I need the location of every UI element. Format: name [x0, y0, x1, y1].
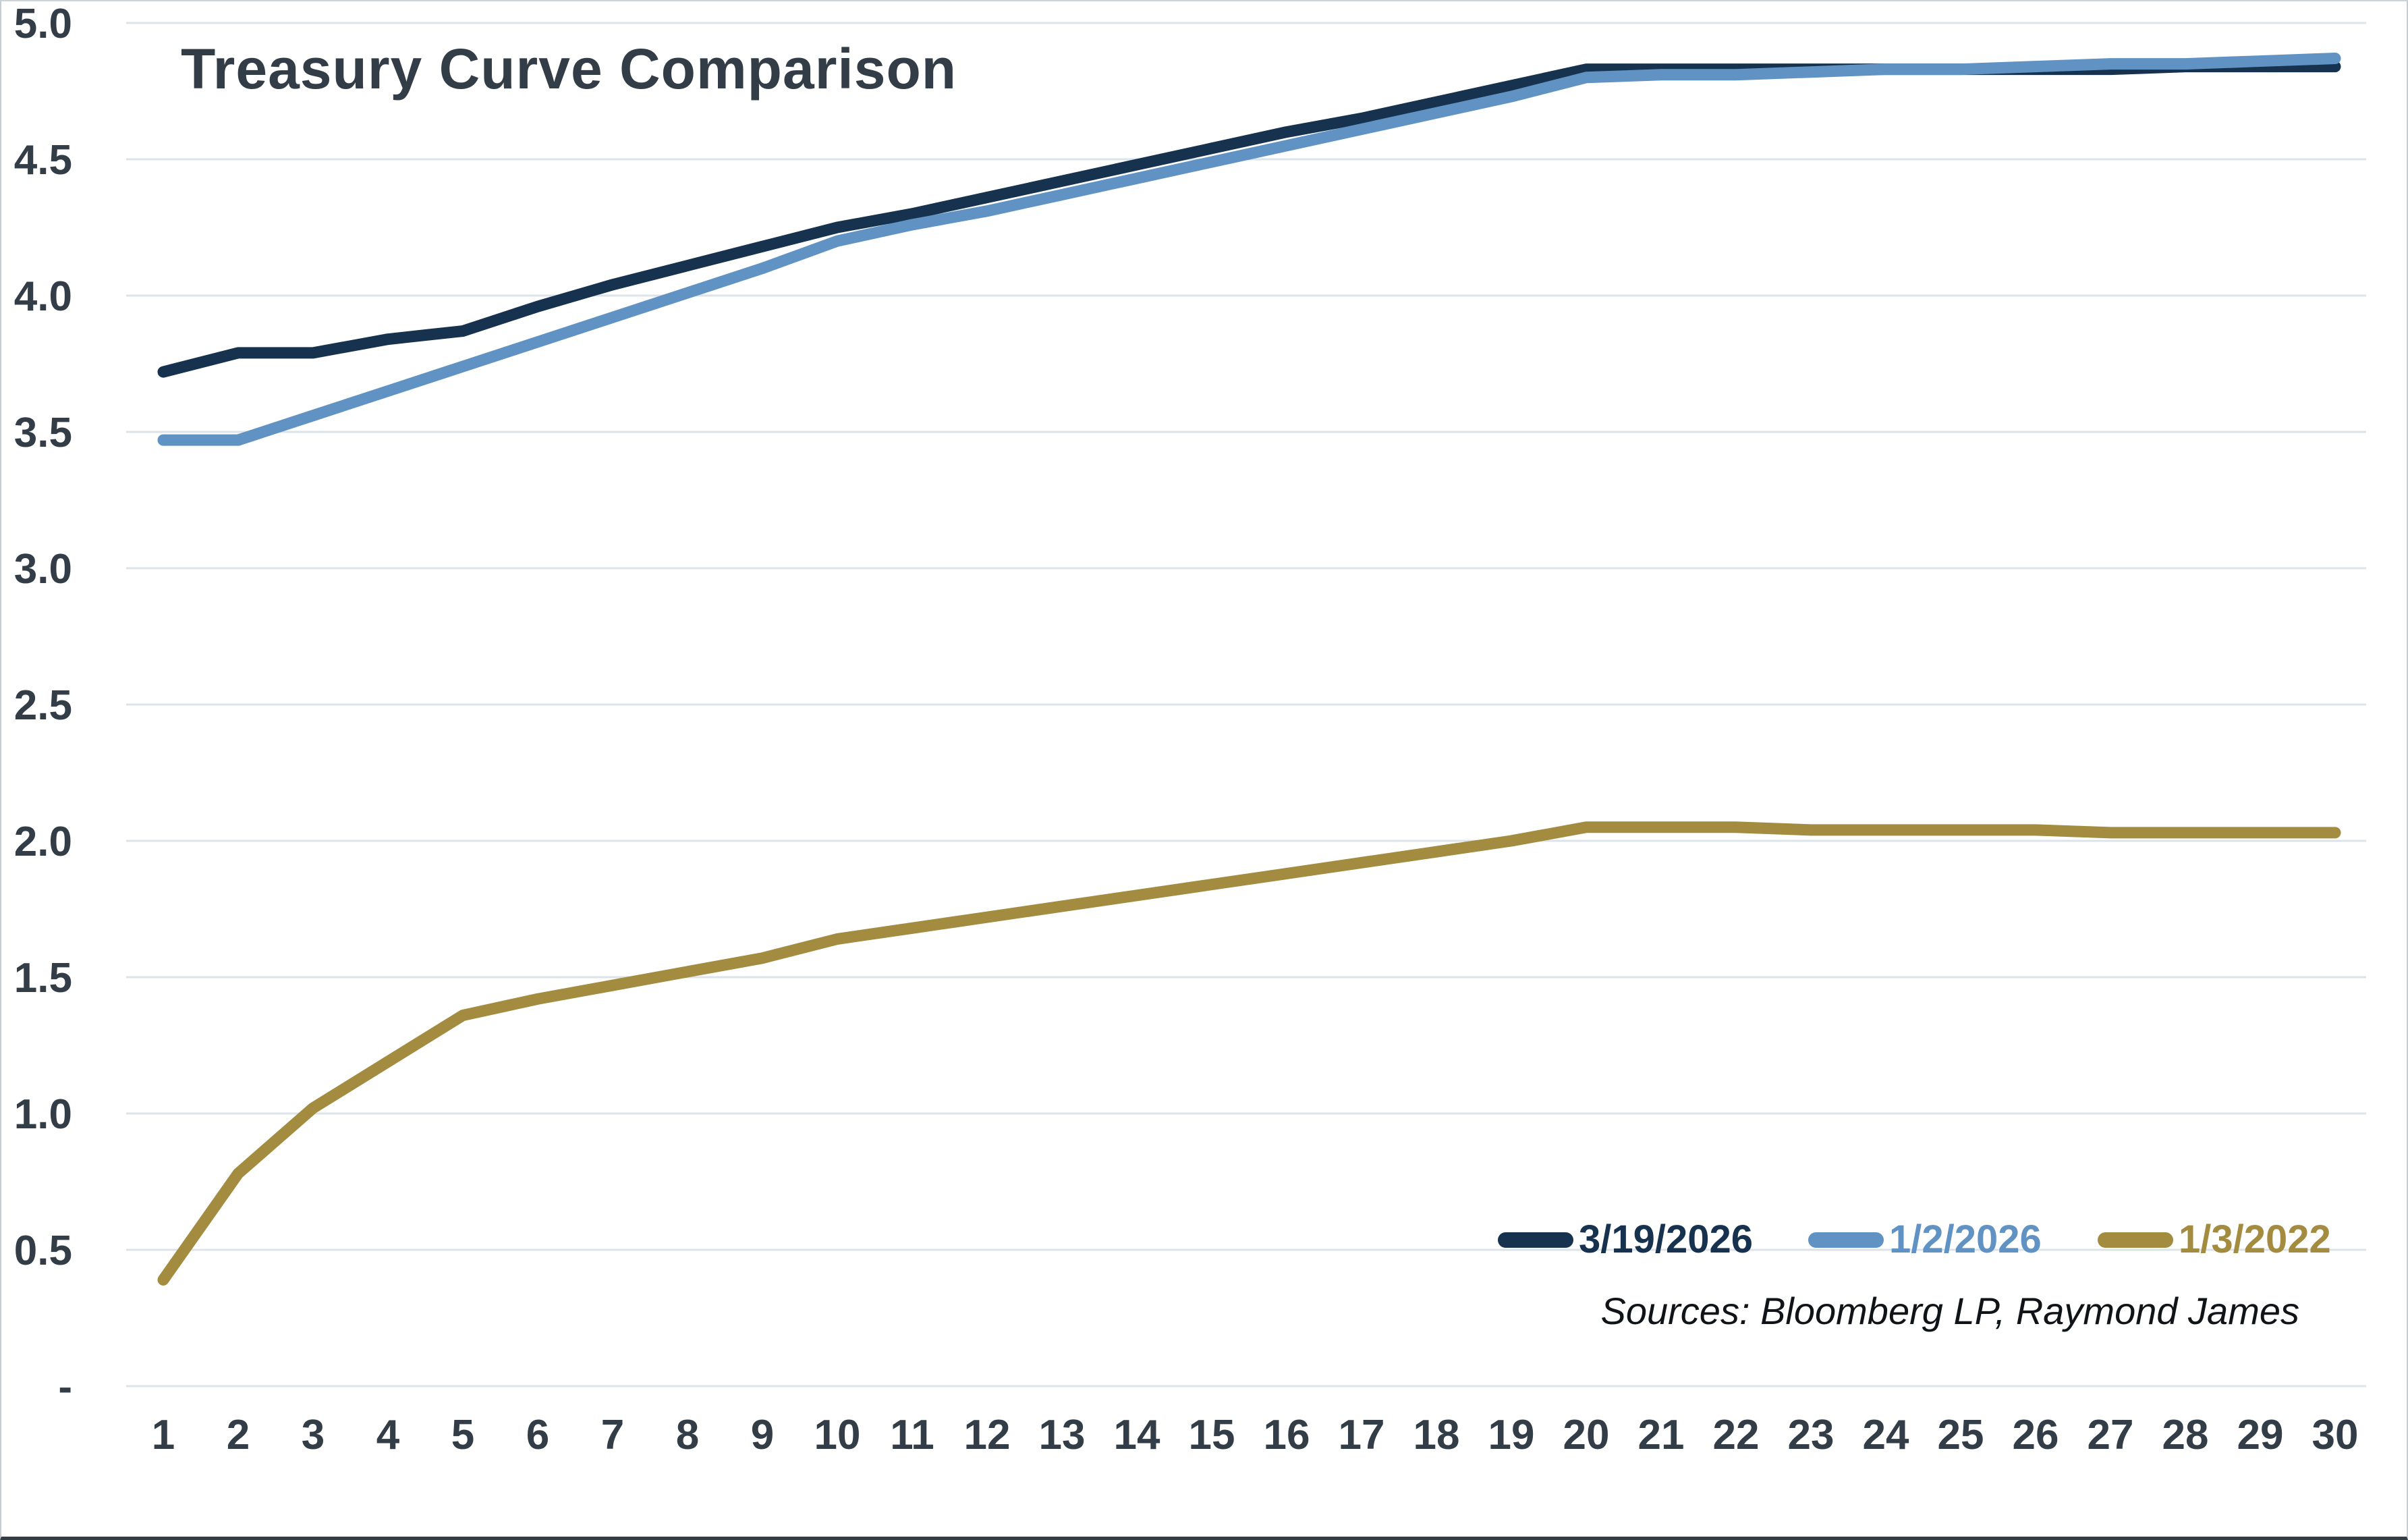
legend-swatch-series-1 — [1808, 1232, 1884, 1248]
x-tick-label: 26 — [2013, 1412, 2059, 1458]
series-line-1/3/2022 — [157, 821, 2341, 1286]
x-tick-label: 16 — [1264, 1412, 1310, 1458]
y-tick-label: 5.0 — [14, 1, 72, 47]
x-tick-label: 28 — [2162, 1412, 2209, 1458]
series-line-3/19/2026 — [157, 61, 2341, 378]
y-tick-label: 1.0 — [14, 1091, 72, 1138]
x-tick-label: 7 — [601, 1412, 624, 1458]
x-tick-label: 2 — [227, 1412, 250, 1458]
y-tick-label: 4.5 — [14, 137, 72, 184]
x-tick-label: 30 — [2312, 1412, 2359, 1458]
x-tick-label: 23 — [1788, 1412, 1835, 1458]
x-tick-label: 6 — [526, 1412, 549, 1458]
chart-title: Treasury Curve Comparison — [181, 37, 957, 101]
x-tick-label: 12 — [964, 1412, 1011, 1458]
x-tick-label: 8 — [676, 1412, 699, 1458]
legend-item-series-0: 3/19/2026 — [1498, 1217, 1754, 1261]
x-tick-label: 14 — [1114, 1412, 1160, 1458]
y-tick-label: 1.5 — [14, 955, 72, 1001]
x-tick-label: 29 — [2237, 1412, 2284, 1458]
x-tick-label: 3 — [302, 1412, 325, 1458]
x-tick-label: 17 — [1339, 1412, 1385, 1458]
y-tick-label: 4.0 — [14, 273, 72, 320]
y-tick-label: 3.5 — [14, 410, 72, 456]
y-tick-label: - — [58, 1364, 72, 1410]
x-tick-label: 4 — [376, 1412, 400, 1458]
x-tick-label: 1 — [152, 1412, 175, 1458]
x-tick-label: 11 — [890, 1412, 934, 1458]
legend-swatch-series-2 — [2098, 1232, 2173, 1248]
x-tick-label: 21 — [1638, 1412, 1685, 1458]
x-tick-label: 19 — [1488, 1412, 1535, 1458]
legend-item-series-1: 1/2/2026 — [1808, 1217, 2042, 1261]
series-line-1/2/2026 — [157, 53, 2341, 446]
x-tick-label: 5 — [451, 1412, 474, 1458]
y-tick-label: 3.0 — [14, 546, 72, 593]
legend-item-series-2: 1/3/2022 — [2098, 1217, 2331, 1261]
source-note: Sources: Bloomberg LP, Raymond James — [1600, 1290, 2299, 1332]
x-tick-label: 9 — [751, 1412, 774, 1458]
x-tick-label: 22 — [1713, 1412, 1760, 1458]
x-tick-label: 10 — [814, 1412, 861, 1458]
legend-label-series-0: 3/19/2026 — [1579, 1217, 1754, 1261]
x-tick-label: 13 — [1039, 1412, 1086, 1458]
legend-label-series-2: 1/3/2022 — [2179, 1217, 2331, 1261]
x-tick-label: 27 — [2088, 1412, 2134, 1458]
y-tick-label: 2.0 — [14, 819, 72, 865]
y-tick-label: 0.5 — [14, 1228, 72, 1274]
legend-swatch-series-0 — [1498, 1232, 1573, 1248]
x-tick-label: 20 — [1563, 1412, 1610, 1458]
x-tick-label: 25 — [1938, 1412, 1984, 1458]
x-tick-label: 18 — [1413, 1412, 1460, 1458]
legend-label-series-1: 1/2/2026 — [1889, 1217, 2042, 1261]
x-tick-label: 24 — [1863, 1412, 1909, 1458]
y-tick-label: 2.5 — [14, 682, 72, 729]
x-tick-label: 15 — [1189, 1412, 1235, 1458]
